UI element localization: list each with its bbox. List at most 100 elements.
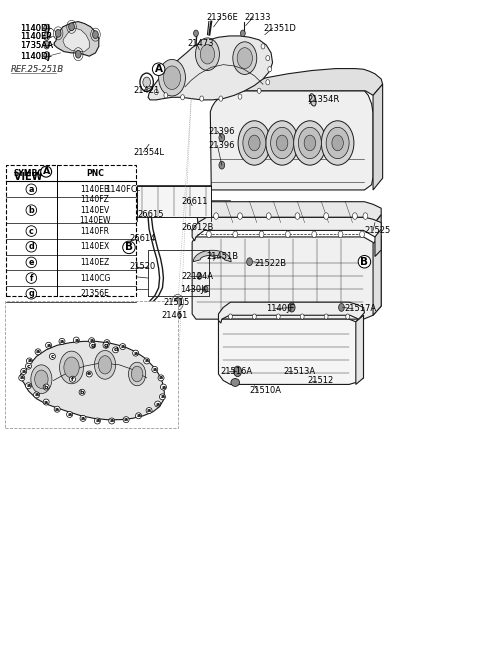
Circle shape [240, 30, 245, 37]
Text: a: a [90, 338, 94, 343]
Circle shape [249, 135, 260, 151]
Text: f: f [30, 273, 33, 283]
Circle shape [363, 213, 368, 219]
Text: 21396: 21396 [209, 127, 235, 136]
Text: 21520: 21520 [129, 262, 155, 271]
Text: 21451B: 21451B [206, 252, 239, 261]
Circle shape [338, 303, 344, 311]
Circle shape [55, 29, 61, 37]
Circle shape [266, 213, 271, 219]
Circle shape [243, 128, 266, 159]
Text: a: a [161, 385, 166, 390]
Text: 1140FZ
1140EV
1140EW: 1140FZ 1140EV 1140EW [79, 196, 111, 225]
Circle shape [312, 231, 317, 237]
Text: a: a [20, 375, 24, 381]
Text: 21517A: 21517A [344, 304, 376, 313]
Text: a: a [68, 412, 72, 417]
Text: a: a [96, 419, 99, 424]
Circle shape [332, 135, 343, 151]
Text: a: a [105, 340, 109, 345]
Polygon shape [373, 235, 381, 315]
Circle shape [259, 231, 264, 237]
Circle shape [266, 80, 270, 85]
Text: 1140EB: 1140EB [81, 185, 109, 194]
Circle shape [346, 314, 349, 319]
Text: B: B [360, 257, 369, 267]
Polygon shape [218, 302, 364, 323]
Circle shape [247, 258, 252, 266]
Text: 1140DJ: 1140DJ [20, 52, 50, 61]
Circle shape [338, 231, 343, 237]
Text: d: d [113, 347, 118, 353]
Text: 21513A: 21513A [283, 367, 315, 376]
Circle shape [304, 135, 316, 151]
Circle shape [228, 314, 232, 319]
Text: g: g [28, 289, 34, 298]
Ellipse shape [231, 379, 240, 387]
Circle shape [44, 33, 49, 41]
Polygon shape [148, 36, 273, 100]
Circle shape [163, 66, 180, 90]
Text: 26615: 26615 [138, 210, 164, 219]
Circle shape [200, 96, 204, 101]
Text: a: a [136, 413, 141, 419]
Circle shape [206, 231, 211, 237]
Text: B: B [125, 243, 133, 252]
Circle shape [64, 357, 79, 378]
Text: 21354R: 21354R [307, 95, 339, 105]
Text: A: A [155, 64, 163, 74]
Polygon shape [20, 341, 164, 420]
Text: REF.25-251B: REF.25-251B [11, 65, 64, 74]
Circle shape [299, 128, 322, 159]
Text: 1140EX: 1140EX [80, 242, 109, 251]
Circle shape [271, 128, 294, 159]
Text: 1140DJ: 1140DJ [20, 24, 50, 33]
Circle shape [75, 50, 81, 58]
Circle shape [174, 298, 181, 307]
Text: g: g [104, 343, 108, 348]
Circle shape [195, 38, 219, 71]
Circle shape [214, 213, 218, 219]
Text: 21510A: 21510A [250, 387, 282, 396]
Text: a: a [109, 419, 114, 424]
Circle shape [294, 121, 326, 165]
Text: 21356E: 21356E [206, 12, 238, 22]
Polygon shape [192, 235, 381, 319]
Polygon shape [197, 201, 381, 226]
Polygon shape [218, 315, 363, 385]
Text: SYMBOL: SYMBOL [13, 169, 49, 177]
Circle shape [197, 273, 202, 279]
Circle shape [326, 128, 349, 159]
Text: a: a [47, 343, 50, 348]
Text: f: f [71, 377, 74, 382]
Text: 1430JC: 1430JC [180, 284, 210, 294]
Text: 26612B: 26612B [181, 223, 214, 232]
Text: 21421: 21421 [134, 86, 160, 95]
Circle shape [31, 365, 52, 394]
Circle shape [93, 31, 98, 39]
Text: 1140FR: 1140FR [81, 226, 109, 235]
Circle shape [69, 23, 74, 31]
Circle shape [95, 351, 116, 379]
Text: A: A [42, 167, 50, 176]
Circle shape [203, 286, 208, 292]
Text: b: b [80, 390, 84, 395]
Text: 21516A: 21516A [221, 367, 253, 376]
Text: 21525: 21525 [364, 226, 391, 235]
Text: a: a [133, 351, 138, 356]
Text: b: b [28, 205, 34, 215]
Polygon shape [193, 250, 231, 262]
Text: 21512: 21512 [307, 376, 333, 385]
Text: 21522B: 21522B [254, 258, 287, 267]
Circle shape [360, 231, 364, 237]
Text: a: a [27, 358, 32, 364]
Circle shape [238, 121, 271, 165]
Polygon shape [63, 28, 89, 52]
Circle shape [238, 94, 242, 99]
Circle shape [180, 95, 184, 100]
Text: 1140DJ: 1140DJ [20, 52, 50, 61]
Text: 1735AA: 1735AA [20, 41, 53, 50]
Circle shape [44, 24, 49, 32]
Polygon shape [203, 222, 375, 226]
Text: e: e [87, 371, 91, 377]
